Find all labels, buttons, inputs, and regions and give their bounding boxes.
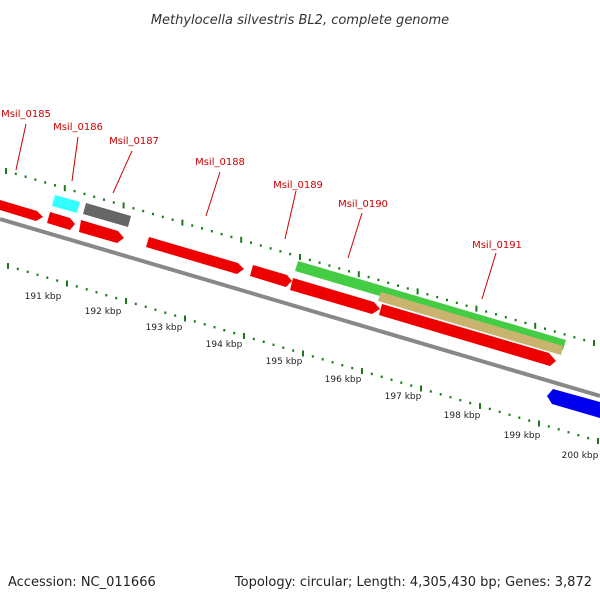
accession-text: Accession: NC_011666 (8, 575, 156, 590)
label-leader (284, 190, 297, 240)
scale-label: 194 kbp (206, 340, 243, 350)
genome-summary-text: Topology: circular; Length: 4,305,430 bp… (234, 575, 592, 590)
label-leader (205, 171, 221, 217)
gene-label[interactable]: Msil_0186 (53, 122, 103, 133)
gene-label[interactable]: Msil_0190 (338, 199, 388, 210)
gene-label[interactable]: Msil_0187 (109, 136, 159, 147)
gene-arrow[interactable] (79, 220, 124, 243)
scale-label: 195 kbp (266, 357, 303, 367)
gene-arrow[interactable] (146, 237, 244, 274)
gene-arrow[interactable] (0, 200, 43, 221)
gene-label[interactable]: Msil_0188 (195, 157, 245, 168)
scale-label: 197 kbp (385, 392, 422, 402)
gene-arrow[interactable] (379, 304, 556, 366)
genome-backbone (0, 217, 600, 398)
gene-label[interactable]: Msil_0185 (1, 109, 51, 120)
scale-label: 200 kbp (562, 451, 599, 461)
label-leader (15, 123, 27, 171)
label-leader (347, 212, 363, 259)
scale-label-layer: 191 kbp 192 kbp 193 kbp 194 kbp 195 kbp … (25, 292, 599, 461)
gene-box-cyan[interactable] (52, 195, 80, 213)
gene-label[interactable]: Msil_0191 (472, 240, 522, 251)
tick-rows (5, 168, 599, 444)
scale-label: 192 kbp (85, 307, 122, 317)
label-leader (481, 252, 497, 300)
gene-label-layer: Msil_0185 Msil_0186 Msil_0187 Msil_0188 … (1, 109, 522, 300)
gene-arrow[interactable] (47, 212, 75, 230)
scale-label: 198 kbp (444, 411, 481, 421)
gene-bar-tan[interactable] (378, 292, 563, 355)
gene-arrow[interactable] (250, 265, 292, 287)
feature-track (0, 195, 600, 418)
gene-arrow-reverse[interactable] (547, 389, 600, 418)
gene-arrow[interactable] (290, 278, 380, 314)
label-leader (71, 136, 79, 182)
scale-label: 193 kbp (146, 323, 183, 333)
scale-label: 196 kbp (325, 375, 362, 385)
map-title: Methylocella silvestris BL2, complete ge… (151, 13, 449, 28)
gene-box-gray[interactable] (83, 203, 131, 227)
label-leader (112, 150, 133, 194)
scale-label: 199 kbp (504, 431, 541, 441)
scale-label: 191 kbp (25, 292, 62, 302)
gene-label[interactable]: Msil_0189 (273, 180, 323, 191)
